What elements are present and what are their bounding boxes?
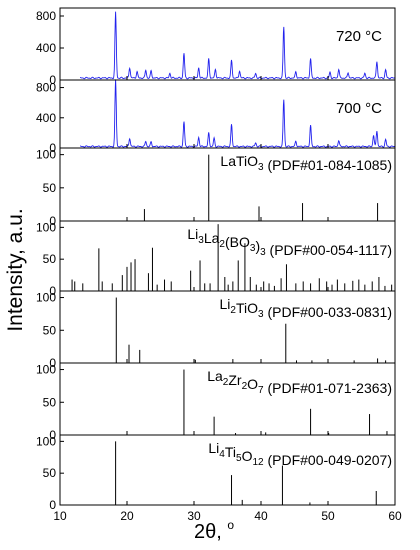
y-tick-label: 50 <box>43 323 57 337</box>
panel-label: Li4Ti5O12 (PDF#00-049-0207) <box>208 440 392 468</box>
x-axis: 10 20 30 40 50 60 <box>53 509 402 523</box>
label-text: (PDF#01-084-1085) <box>264 157 392 173</box>
label-text: O <box>242 448 253 464</box>
x-tick-label: 30 <box>187 509 201 523</box>
label-subscript: 2 <box>223 377 229 388</box>
x-tick-label: 10 <box>53 509 67 523</box>
label-subscript: 4 <box>219 449 225 460</box>
panel-2: 700 °C 0 400 800 <box>36 79 396 155</box>
x-tick-label: 20 <box>120 509 134 523</box>
label-text: Li <box>208 440 219 456</box>
label-text: Li <box>187 226 198 242</box>
y-tick-label: 100 <box>36 363 56 377</box>
label-text: (PDF#00-049-0207) <box>264 452 392 468</box>
panel-7: Li4Ti5O12 (PDF#00-049-0207) 0 50 100 <box>36 434 396 512</box>
label-subscript: 7 <box>258 385 264 396</box>
y-axis-label: Intensity, a.u. <box>4 208 27 331</box>
label-text: (PDF#00-033-0831) <box>264 304 392 320</box>
panel-frame <box>59 434 396 506</box>
x-axis-label-unit: o <box>227 518 234 532</box>
label-text: O <box>247 376 258 392</box>
y-tick-label: 800 <box>36 9 56 23</box>
label-text: TiO <box>236 153 258 169</box>
label-subscript: 2 <box>219 239 225 250</box>
y-tick-label: 0 <box>49 141 56 155</box>
label-text: La <box>204 230 220 246</box>
y-tick-label: 0 <box>49 73 56 87</box>
y-tick-label: 0 <box>49 214 56 228</box>
y-tick-label: 50 <box>43 395 57 409</box>
series-line <box>80 79 396 148</box>
label-text: (BO <box>225 234 250 250</box>
y-tick-label: 0 <box>49 284 56 298</box>
label-subscript: 2 <box>242 381 248 392</box>
y-tick-label: 400 <box>36 111 56 125</box>
y-tick-label: 100 <box>36 220 56 234</box>
panel-1: 720 °C 0 400 800 <box>36 7 396 87</box>
label-text: ) <box>255 238 260 254</box>
label-text: Li <box>220 296 231 312</box>
label-subscript: 3 <box>258 162 264 173</box>
label-subscript: 12 <box>252 457 264 468</box>
series-line <box>80 11 396 80</box>
panel-3: LaTiO3 (PDF#01-084-1085) 0 50 100 <box>36 147 396 228</box>
y-tick-label: 50 <box>43 466 57 480</box>
label-subscript: 3 <box>250 243 256 254</box>
panel-label: 700 °C <box>336 100 382 117</box>
label-subscript: 5 <box>236 453 242 464</box>
panel-label: 720 °C <box>336 28 382 45</box>
x-tick-label: 60 <box>388 509 402 523</box>
x-tick-label: 50 <box>321 509 335 523</box>
label-subscript: 3 <box>260 247 266 258</box>
x-axis-label: 2θ, o <box>194 518 234 543</box>
panel-label: La2Zr2O7 (PDF#01-071-2363) <box>207 368 392 396</box>
label-text: La <box>207 368 223 384</box>
x-axis-label-main: 2θ, <box>194 521 227 543</box>
y-tick-label: 0 <box>49 498 56 512</box>
panel-5: Li2TiO3 (PDF#00-033-0831) 0 50 100 <box>36 290 396 370</box>
label-text: TiO <box>236 300 258 316</box>
y-tick-label: 50 <box>43 181 57 195</box>
y-tick-label: 400 <box>36 41 56 55</box>
panel-label: Li3La2(BO3)3 (PDF#00-054-1117) <box>187 226 392 258</box>
label-subscript: 2 <box>230 305 236 316</box>
label-text: Ti <box>225 444 236 460</box>
panel-label: LaTiO3 (PDF#01-084-1085) <box>220 153 392 173</box>
label-text: (PDF#00-054-1117) <box>266 242 392 258</box>
label-text: (PDF#01-071-2363) <box>264 380 392 396</box>
label-text: Zr <box>228 372 242 388</box>
label-text: La <box>220 153 236 169</box>
panel-label: Li2TiO3 (PDF#00-033-0831) <box>220 296 392 320</box>
label-subscript: 3 <box>258 309 264 320</box>
label-subscript: 3 <box>198 235 204 246</box>
y-tick-label: 100 <box>36 291 56 305</box>
x-tick-label: 40 <box>254 509 268 523</box>
y-tick-label: 800 <box>36 81 56 95</box>
y-tick-label: 0 <box>49 356 56 370</box>
y-tick-label: 100 <box>36 434 56 448</box>
y-tick-label: 100 <box>36 148 56 162</box>
y-tick-label: 50 <box>43 252 57 266</box>
y-tick-label: 0 <box>49 428 56 442</box>
